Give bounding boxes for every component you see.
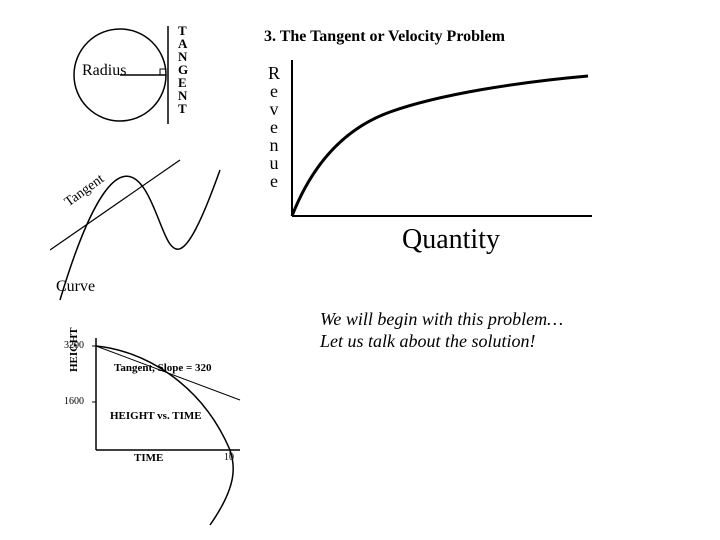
circle-tangent-diagram [60, 20, 280, 160]
radius-label: Radius [82, 62, 126, 80]
vchar: T [178, 102, 188, 115]
ht-tangent-label: Tangent, Slope = 320 [114, 362, 212, 374]
ht-series-label: HEIGHT vs. TIME [110, 410, 202, 422]
caption-line-1: We will begin with this problem… [320, 308, 563, 330]
ht-ytick-1600: 1600 [64, 396, 84, 407]
ht-xlabel: TIME [134, 452, 163, 464]
slide-stage: 3. The Tangent or Velocity Problem R e v… [0, 0, 720, 540]
caption-line-2: Let us talk about the solution! [320, 330, 536, 352]
height-time-chart [60, 330, 280, 530]
chart-curve [292, 76, 588, 216]
ht-ylabel: HEIGHT [68, 327, 80, 372]
tangent-vertical-label: T A N G E N T [178, 24, 188, 115]
ht-xtick-10: 10 [224, 452, 234, 463]
chart-xlabel: Quantity [402, 224, 500, 256]
curve-label: Curve [56, 278, 95, 296]
